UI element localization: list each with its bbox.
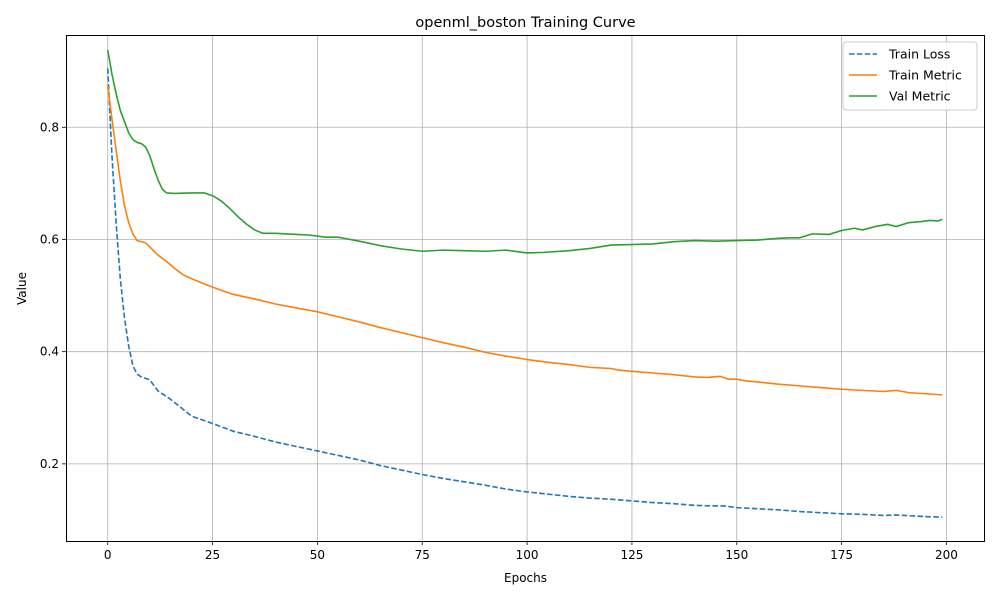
x-tick-label: 50 (310, 548, 325, 562)
plot-frame (66, 35, 985, 542)
series-line-train-loss (106, 68, 943, 518)
x-tick-label: 100 (516, 548, 539, 562)
x-axis-label: Epochs (504, 571, 547, 585)
series-layer (106, 49, 943, 518)
x-tick-label: 75 (415, 548, 430, 562)
legend-label: Train Metric (888, 68, 962, 83)
x-tick-label: 200 (935, 548, 958, 562)
y-axis-label: Value (15, 272, 29, 305)
y-tick-label: 0.2 (40, 457, 59, 471)
chart-title: openml_boston Training Curve (415, 15, 635, 31)
x-tick-label: 25 (205, 548, 220, 562)
legend: Train Loss Train Metric Val Metric (842, 41, 978, 111)
legend-frame (842, 41, 978, 111)
legend-label: Val Metric (889, 89, 951, 104)
x-tick-label: 125 (620, 548, 643, 562)
y-tick-label: 0.4 (40, 345, 59, 359)
y-tick-label: 0.8 (40, 120, 59, 134)
y-tick-label: 0.6 (40, 232, 59, 246)
legend-label: Train Loss (888, 47, 950, 62)
x-tick-label: 175 (830, 548, 853, 562)
x-tick-label: 0 (104, 548, 112, 562)
axis-ticks: 0 25 50 75 100 125 150 175 200 0.2 0.4 0.6 0.8 (40, 120, 958, 562)
series-line-train-metric (106, 85, 943, 396)
series-line-val-metric (106, 49, 943, 254)
x-tick-label: 150 (725, 548, 748, 562)
